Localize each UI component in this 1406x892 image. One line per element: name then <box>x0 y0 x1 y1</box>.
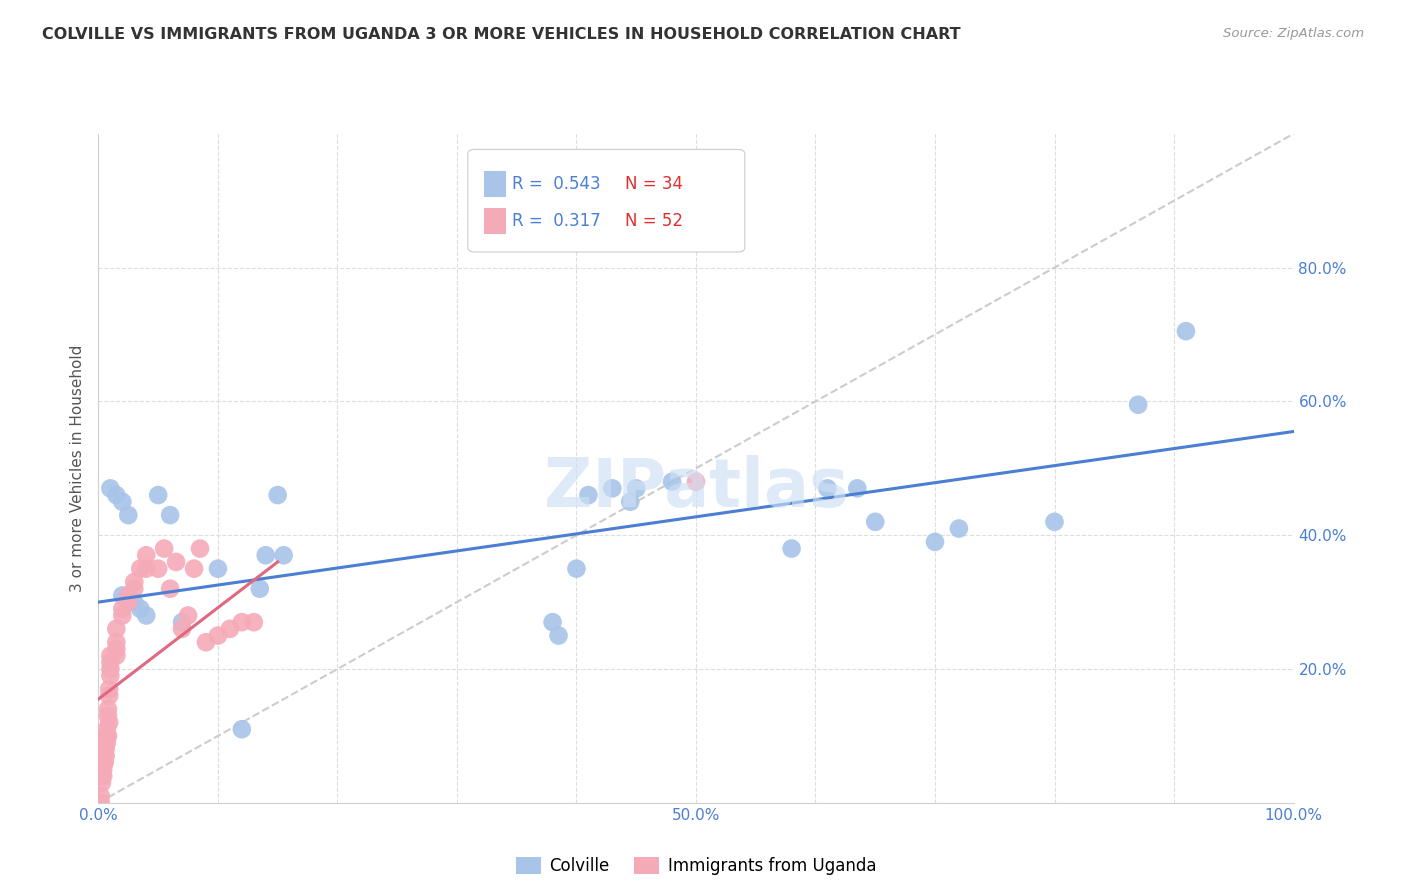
Text: Source: ZipAtlas.com: Source: ZipAtlas.com <box>1223 27 1364 40</box>
Point <box>96 723 118 737</box>
Point <box>135 608 157 623</box>
Point <box>547 628 569 642</box>
Point <box>243 615 266 630</box>
Y-axis label: 3 or more Vehicles in Household: 3 or more Vehicles in Household <box>70 344 86 592</box>
Point <box>685 475 707 489</box>
Point <box>97 729 120 743</box>
Text: COLVILLE VS IMMIGRANTS FROM UGANDA 3 OR MORE VEHICLES IN HOUSEHOLD CORRELATION C: COLVILLE VS IMMIGRANTS FROM UGANDA 3 OR … <box>42 27 960 42</box>
Text: R =  0.543: R = 0.543 <box>512 175 600 193</box>
Point <box>1043 515 1066 529</box>
Point <box>924 535 946 549</box>
Point <box>90 796 112 810</box>
Point <box>602 482 624 496</box>
Point <box>91 769 114 783</box>
Point <box>153 541 176 556</box>
Point <box>117 508 139 523</box>
Legend: Colville, Immigrants from Uganda: Colville, Immigrants from Uganda <box>509 850 883 881</box>
Point <box>948 521 970 535</box>
Point <box>815 482 838 496</box>
Point <box>93 756 115 770</box>
Point <box>135 548 157 563</box>
Point <box>96 729 118 743</box>
Point <box>94 735 117 749</box>
Point <box>98 655 122 669</box>
Point <box>117 595 139 609</box>
Point <box>98 715 121 730</box>
Point <box>94 742 117 756</box>
Point <box>90 789 112 803</box>
Point <box>111 589 134 603</box>
Point <box>207 562 229 576</box>
Point <box>97 708 120 723</box>
Point <box>207 628 229 642</box>
Point <box>194 635 218 649</box>
Point <box>111 608 134 623</box>
Point <box>172 615 194 630</box>
Point <box>172 622 194 636</box>
Point <box>93 756 115 770</box>
Point <box>846 482 869 496</box>
Point <box>129 562 152 576</box>
Text: N = 52: N = 52 <box>626 212 683 230</box>
Point <box>124 582 146 596</box>
Point <box>96 735 118 749</box>
Point <box>619 494 641 508</box>
Point <box>267 488 290 502</box>
Point <box>159 508 181 523</box>
Point <box>135 562 157 576</box>
Point <box>105 642 128 657</box>
Point <box>1175 324 1198 338</box>
Point <box>129 602 152 616</box>
Point <box>117 589 139 603</box>
Point <box>231 615 253 630</box>
Point <box>98 681 121 696</box>
Point <box>148 488 170 502</box>
Point <box>219 622 242 636</box>
Point <box>231 723 253 737</box>
Point <box>124 595 146 609</box>
Point <box>863 515 887 529</box>
Point <box>91 769 114 783</box>
Point <box>273 548 295 563</box>
Point <box>159 582 181 596</box>
Point <box>98 662 122 676</box>
Point <box>105 635 128 649</box>
Point <box>97 702 120 716</box>
Point <box>626 482 648 496</box>
Point <box>249 582 271 596</box>
Point <box>98 689 121 703</box>
Text: R =  0.317: R = 0.317 <box>512 212 600 230</box>
Point <box>148 562 170 576</box>
Point <box>91 762 114 776</box>
Point <box>111 494 134 508</box>
Point <box>177 608 200 623</box>
Point <box>98 669 122 683</box>
Point <box>94 749 117 764</box>
Point <box>188 541 211 556</box>
Point <box>105 488 128 502</box>
Point <box>661 475 683 489</box>
Point <box>541 615 564 630</box>
Point <box>91 775 114 790</box>
Point <box>183 562 205 576</box>
Text: N = 34: N = 34 <box>626 175 683 193</box>
Point <box>1128 398 1150 412</box>
Point <box>165 555 187 569</box>
Point <box>98 482 122 496</box>
Point <box>124 575 146 590</box>
Text: ZIPatlas: ZIPatlas <box>544 456 848 521</box>
Point <box>254 548 277 563</box>
Point <box>98 648 122 663</box>
Point <box>111 602 134 616</box>
Point <box>105 622 128 636</box>
Point <box>105 648 128 663</box>
Point <box>780 541 803 556</box>
Point <box>93 749 115 764</box>
Point <box>565 562 588 576</box>
Point <box>576 488 599 502</box>
